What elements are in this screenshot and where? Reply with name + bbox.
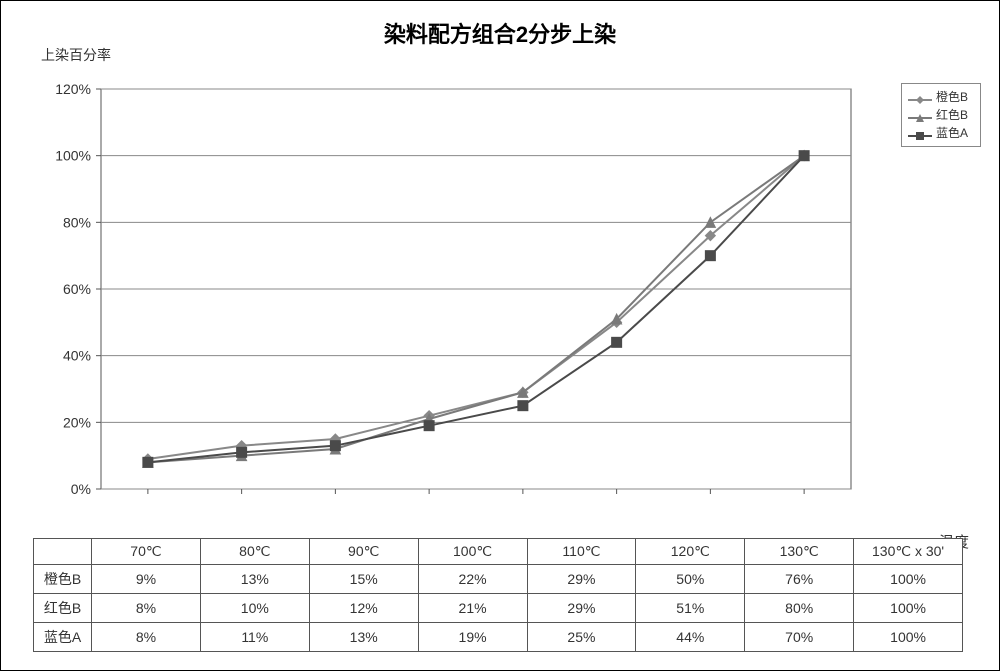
table-header-cell: 80℃ [200, 539, 309, 565]
table-cell: 44% [636, 623, 745, 652]
table-cell: 100% [854, 594, 963, 623]
table-cell: 21% [418, 594, 527, 623]
table-cell: 9% [92, 565, 201, 594]
legend-row: 蓝色A [908, 124, 974, 142]
legend-row: 红色B [908, 106, 974, 124]
table-header-cell: 120℃ [636, 539, 745, 565]
legend-marker [908, 128, 932, 138]
series-marker [143, 457, 153, 467]
series-marker [518, 401, 528, 411]
table-cell: 10% [200, 594, 309, 623]
ytick-label: 60% [63, 281, 91, 297]
table-cell: 29% [527, 565, 636, 594]
table-cell: 76% [745, 565, 854, 594]
table-cell: 100% [854, 623, 963, 652]
table-cell: 100% [854, 565, 963, 594]
table-cell: 50% [636, 565, 745, 594]
table-row: 红色B8%10%12%21%29%51%80%100% [34, 594, 963, 623]
plot-area: 0%20%40%60%80%100%120% [91, 79, 961, 509]
legend: 橙色B红色B蓝色A [901, 83, 981, 147]
chart-title: 染料配方组合2分步上染 [1, 1, 999, 49]
series-marker [330, 441, 340, 451]
table-cell: 8% [92, 594, 201, 623]
table-cell: 19% [418, 623, 527, 652]
table-cell: 51% [636, 594, 745, 623]
table-corner [34, 539, 92, 565]
table-header-cell: 70℃ [92, 539, 201, 565]
table-row: 橙色B9%13%15%22%29%50%76%100% [34, 565, 963, 594]
series-marker [705, 251, 715, 261]
series-line [148, 156, 804, 459]
row-label: 蓝色A [34, 623, 92, 652]
legend-label: 红色B [936, 106, 968, 124]
ytick-label: 0% [71, 481, 91, 497]
table-header-row: 70℃80℃90℃100℃110℃120℃130℃130℃ x 30' [34, 539, 963, 565]
table-cell: 8% [92, 623, 201, 652]
table-cell: 15% [309, 565, 418, 594]
data-table: 70℃80℃90℃100℃110℃120℃130℃130℃ x 30' 橙色B9… [33, 538, 963, 652]
y-axis-label: 上染百分率 [41, 45, 111, 65]
row-label: 红色B [34, 594, 92, 623]
legend-label: 蓝色A [936, 124, 968, 142]
row-label: 橙色B [34, 565, 92, 594]
table-body: 橙色B9%13%15%22%29%50%76%100%红色B8%10%12%21… [34, 565, 963, 652]
legend-row: 橙色B [908, 88, 974, 106]
table-cell: 11% [200, 623, 309, 652]
table-header-cell: 130℃ [745, 539, 854, 565]
table-header-cell: 130℃ x 30' [854, 539, 963, 565]
ytick-label: 20% [63, 414, 91, 430]
table-cell: 12% [309, 594, 418, 623]
ytick-label: 40% [63, 348, 91, 364]
table-header-cell: 100℃ [418, 539, 527, 565]
table-cell: 13% [309, 623, 418, 652]
series-marker [799, 151, 809, 161]
ytick-label: 120% [55, 81, 91, 97]
series-marker [424, 421, 434, 431]
table-cell: 80% [745, 594, 854, 623]
series-marker [237, 447, 247, 457]
table-cell: 70% [745, 623, 854, 652]
legend-marker [908, 92, 932, 102]
table-header-cell: 110℃ [527, 539, 636, 565]
table-row: 蓝色A8%11%13%19%25%44%70%100% [34, 623, 963, 652]
legend-marker [908, 110, 932, 120]
table-cell: 29% [527, 594, 636, 623]
legend-label: 橙色B [936, 88, 968, 106]
figure: 染料配方组合2分步上染 上染百分率 温度 0%20%40%60%80%100%1… [1, 1, 999, 670]
ytick-label: 100% [55, 148, 91, 164]
chart-svg: 0%20%40%60%80%100%120% [91, 79, 961, 509]
ytick-label: 80% [63, 214, 91, 230]
table-cell: 25% [527, 623, 636, 652]
table-cell: 22% [418, 565, 527, 594]
series-line [148, 156, 804, 463]
series-marker [612, 337, 622, 347]
table-cell: 13% [200, 565, 309, 594]
table-header-cell: 90℃ [309, 539, 418, 565]
